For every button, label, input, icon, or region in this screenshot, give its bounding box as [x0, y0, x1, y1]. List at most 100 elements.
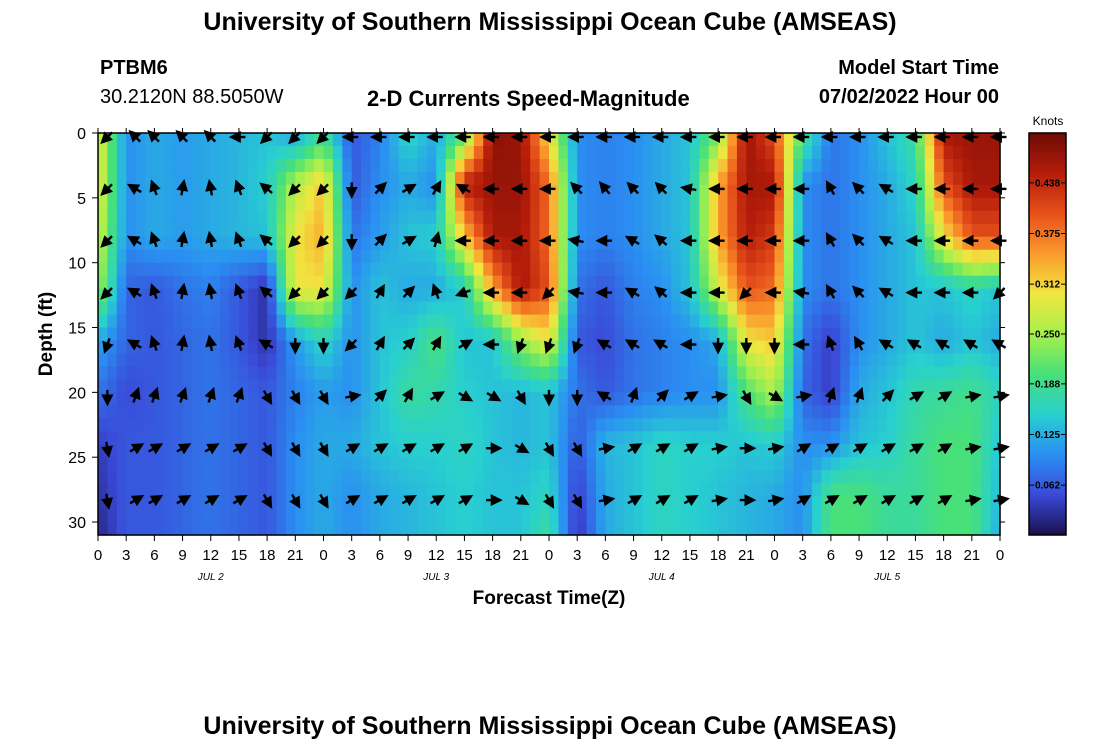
heatmap-cell — [295, 418, 306, 432]
heatmap-cell — [830, 145, 841, 160]
heatmap-cell — [220, 457, 231, 471]
current-arrow — [289, 442, 301, 458]
heatmap-cell — [135, 483, 146, 497]
heatmap-cell — [370, 249, 381, 264]
heatmap-cell — [915, 210, 926, 225]
current-arrow — [852, 386, 865, 403]
heatmap-cell — [680, 145, 691, 160]
heatmap-cell — [887, 197, 898, 212]
heatmap-cell — [154, 470, 165, 484]
heatmap-cell — [304, 405, 315, 419]
x-tick-label: 15 — [456, 547, 473, 564]
heatmap-cell — [492, 262, 503, 277]
heatmap-cell — [661, 301, 672, 316]
heatmap-cell — [821, 158, 832, 173]
heatmap-cell — [220, 288, 231, 303]
heatmap-cell — [417, 392, 428, 406]
heatmap-cell — [539, 431, 550, 445]
current-arrow — [289, 493, 301, 509]
heatmap-cell — [238, 366, 249, 380]
page-title: University of Southern Mississippi Ocean… — [203, 8, 897, 36]
heatmap-cell — [802, 158, 813, 173]
heatmap-cell — [765, 275, 776, 290]
heatmap-cell — [389, 509, 400, 523]
heatmap-cell — [483, 197, 494, 212]
heatmap-cell — [962, 236, 973, 251]
heatmap-cell — [144, 353, 155, 368]
heatmap-cell — [812, 301, 823, 316]
heatmap-cell — [896, 133, 907, 147]
heatmap-cell — [943, 301, 954, 316]
heatmap-cell — [210, 262, 221, 277]
heatmap-cell — [727, 158, 738, 173]
heatmap-cell — [276, 133, 287, 147]
heatmap-cell — [577, 431, 588, 445]
heatmap-cell — [765, 314, 776, 329]
heatmap-cell — [361, 470, 372, 484]
heatmap-cell — [163, 418, 174, 432]
current-arrow — [316, 131, 330, 145]
heatmap-cell — [295, 158, 306, 173]
heatmap-cell — [793, 509, 804, 523]
heatmap-cell — [276, 431, 287, 445]
heatmap-cell — [971, 249, 982, 264]
x-tick-label: 18 — [259, 547, 276, 564]
heatmap-cell — [135, 509, 146, 523]
heatmap-cell — [379, 171, 390, 186]
heatmap-cell — [567, 301, 578, 316]
heatmap-cell — [680, 236, 691, 251]
heatmap-cell — [351, 366, 362, 380]
current-arrow — [458, 495, 474, 507]
heatmap-cell — [680, 288, 691, 303]
heatmap-cell — [765, 431, 776, 445]
heatmap-cell — [304, 431, 315, 445]
heatmap-cell — [107, 249, 118, 264]
heatmap-cell — [238, 470, 249, 484]
heatmap-cell — [417, 509, 428, 523]
heatmap-cell — [502, 236, 513, 251]
heatmap-cell — [859, 366, 870, 380]
heatmap-cell — [370, 457, 381, 471]
heatmap-cell — [802, 483, 813, 497]
heatmap-cell — [934, 366, 945, 380]
current-arrow — [878, 339, 894, 351]
heatmap-cell — [98, 431, 108, 445]
heatmap-cell — [812, 145, 823, 160]
heatmap-cell — [426, 405, 437, 419]
heatmap-cell — [191, 444, 202, 458]
heatmap-cell — [210, 353, 221, 368]
heatmap-cell — [953, 249, 964, 264]
heatmap-cell — [558, 314, 569, 329]
heatmap-cell — [191, 392, 202, 406]
heatmap-cell — [755, 288, 766, 303]
heatmap-cell — [699, 171, 710, 186]
current-arrow — [317, 493, 329, 509]
heatmap-cell — [896, 496, 907, 510]
heatmap-cell — [821, 301, 832, 316]
heatmap-cell — [595, 223, 606, 238]
heatmap-cell — [840, 366, 851, 380]
heatmap-cell — [953, 262, 964, 277]
heatmap-cell — [229, 418, 240, 432]
heatmap-cell — [126, 210, 137, 225]
heatmap-cell — [379, 366, 390, 380]
heatmap-cell — [267, 223, 278, 238]
heatmap-cell — [173, 431, 184, 445]
heatmap-cell — [971, 184, 982, 199]
heatmap-cell — [689, 405, 700, 419]
heatmap-cell — [483, 353, 494, 368]
heatmap-cell — [943, 457, 954, 471]
heatmap-cell — [238, 249, 249, 264]
current-arrow — [401, 235, 417, 247]
heatmap-cell — [361, 288, 372, 303]
heatmap-cell — [342, 301, 353, 316]
heatmap-cell — [398, 301, 409, 316]
heatmap-cell — [906, 509, 917, 523]
heatmap-cell — [953, 197, 964, 212]
colorbar: Knots 0.0620.1250.1880.2500.3120.3750.43… — [1028, 114, 1067, 536]
current-arrow — [176, 178, 189, 196]
heatmap-cell — [812, 249, 823, 264]
heatmap-cell — [107, 509, 118, 523]
heatmap-cell — [248, 444, 259, 458]
heatmap-cell — [652, 327, 663, 342]
